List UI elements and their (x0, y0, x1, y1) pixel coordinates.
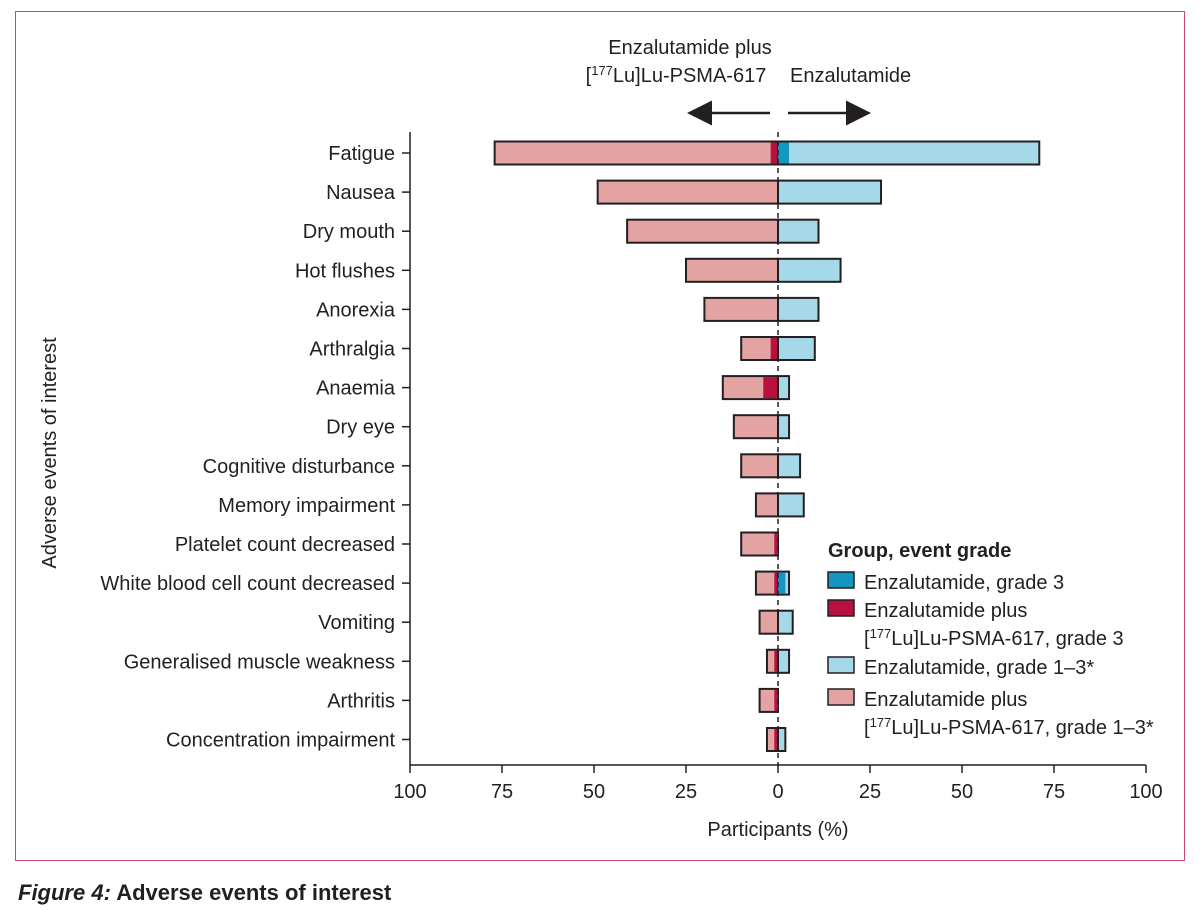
category-label: Dry mouth (303, 221, 395, 243)
figure-frame (15, 11, 1185, 861)
bar-combo-grade-1-3 (740, 531, 780, 557)
x-tick-label: 50 (951, 781, 973, 803)
category-label: Memory impairment (218, 495, 395, 517)
bar-enza-grade-1-3 (777, 648, 791, 674)
bar-enza-grade-1-3 (777, 336, 816, 361)
legend-label: [177Lu]Lu-PSMA-617, grade 3 (864, 626, 1124, 651)
legend-swatch (827, 571, 855, 589)
category-label: Anaemia (316, 378, 396, 400)
figure-caption-label: Figure 4: (18, 880, 111, 905)
legend-title: Group, event grade (828, 540, 1011, 562)
category-label: Platelet count decreased (175, 534, 395, 556)
left-group-label-line1: Enzalutamide plus (608, 37, 771, 59)
bar-enza-grade-1-3 (777, 179, 883, 205)
bar-combo-grade-1-3 (596, 179, 779, 205)
category-label: Arthralgia (309, 339, 395, 361)
legend-label: Enzalutamide, grade 3 (864, 572, 1064, 594)
axes: 100 75 50 25 0 25 50 75 100 Fatigue Nausea Dry mout… (100, 132, 1163, 803)
bar-enza-grade-1-3 (777, 218, 820, 244)
bar-enza-grade-3 (778, 572, 786, 594)
y-axis-title: Adverse events of interest (39, 337, 61, 569)
x-tick-label: 100 (393, 781, 426, 803)
bar-combo-grade-3 (774, 533, 778, 555)
legend-swatch (827, 688, 855, 706)
figure-caption-text: Adverse events of interest (110, 880, 392, 905)
category-label: Arthritis (327, 690, 395, 712)
category-label: Hot flushes (295, 260, 395, 282)
category-label: Nausea (326, 182, 396, 204)
category-label: Generalised muscle weakness (124, 651, 395, 673)
bar-combo-grade-3 (770, 338, 778, 359)
category-label: Dry eye (326, 417, 395, 439)
bar-combo-grade-3 (770, 142, 778, 164)
x-tick-label: 25 (675, 781, 697, 803)
x-tick-label: 100 (1129, 781, 1162, 803)
x-tick-label: 0 (772, 781, 783, 803)
bar-enza-grade-1-3 (777, 257, 842, 283)
x-tick-label: 75 (1043, 781, 1065, 803)
bar-combo-grade-1-3 (740, 453, 780, 479)
bar-enza-grade-1-3 (777, 296, 820, 322)
category-label: Cognitive disturbance (203, 456, 395, 478)
bar-enza-grade-1-3 (777, 375, 791, 401)
bar-combo-grade-1-3 (758, 609, 779, 635)
bar-combo-grade-3 (774, 650, 778, 672)
x-tick-label: 75 (491, 781, 513, 803)
bar-combo-grade-1-3 (703, 296, 780, 322)
legend-swatch (827, 656, 855, 674)
category-label: Anorexia (316, 299, 396, 321)
bar-enza-grade-1-3 (777, 414, 791, 440)
bar-combo-grade-1-3 (685, 257, 779, 283)
bar-combo-grade-3 (774, 572, 778, 594)
bar-combo-grade-1-3 (493, 140, 779, 166)
bar-combo-grade-1-3 (754, 492, 779, 518)
x-tick-label: 50 (583, 781, 605, 803)
legend: Group, event grade Enzalutamide, grade 3 E… (827, 540, 1154, 740)
bar-combo-grade-3 (763, 377, 778, 399)
figure-caption: Figure 4: Adverse events of interest (18, 880, 391, 906)
bar-enza-grade-1-3 (777, 609, 794, 635)
bar-enza-grade-1-3 (777, 492, 805, 518)
bar-combo-grade-1-3 (626, 218, 779, 244)
left-group-label-line2: [177Lu]Lu-PSMA-617 (586, 63, 767, 88)
legend-swatch (827, 599, 855, 617)
legend-label: Enzalutamide, grade 1–3* (864, 657, 1094, 679)
x-tick-label: 25 (859, 781, 881, 803)
bar-combo-grade-3 (774, 689, 778, 711)
bar-enza-grade-1-3 (777, 453, 802, 479)
category-label: Vomiting (318, 612, 395, 634)
legend-label: Enzalutamide plus (864, 600, 1027, 622)
category-label: Fatigue (328, 143, 395, 165)
bar-enza-grade-1-3 (777, 727, 787, 752)
legend-label: Enzalutamide plus (864, 689, 1027, 711)
bar-enza-grade-1-3 (777, 140, 1041, 166)
right-group-label: Enzalutamide (790, 65, 911, 87)
legend-label: [177Lu]Lu-PSMA-617, grade 1–3* (864, 715, 1154, 740)
category-label: White blood cell count decreased (100, 573, 395, 595)
x-axis-title: Participants (%) (707, 819, 848, 841)
bars (493, 132, 1041, 765)
bar-combo-grade-3 (774, 729, 778, 750)
bar-combo-grade-1-3 (732, 414, 780, 440)
bar-enza-grade-3 (778, 142, 790, 164)
category-label: Concentration impairment (166, 730, 395, 752)
